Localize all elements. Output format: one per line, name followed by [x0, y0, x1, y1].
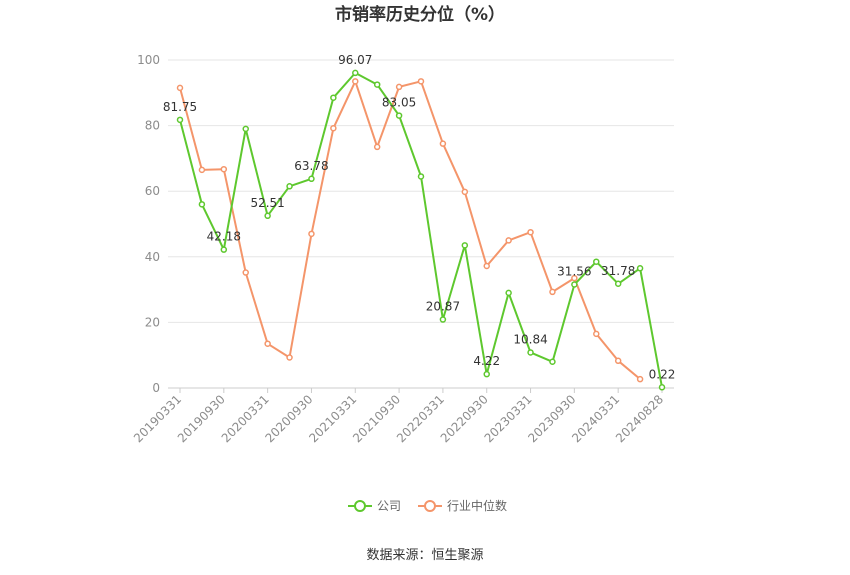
gridlines: [168, 59, 674, 323]
legend-marker: [354, 500, 366, 512]
data-point: [264, 212, 271, 220]
data-point: [352, 69, 359, 77]
data-point: [571, 281, 578, 288]
data-point: [439, 140, 447, 147]
data-point: [658, 384, 666, 391]
data-label: 81.75: [163, 100, 197, 114]
data-point: [242, 125, 249, 133]
series-line-1: [179, 80, 641, 380]
data-point: [417, 173, 425, 180]
data-point: [198, 201, 206, 208]
data-label: 31.78: [601, 264, 635, 278]
data-point: [373, 81, 381, 88]
data-point: [614, 280, 622, 288]
data-point: [505, 237, 512, 244]
legend-item-1[interactable]: 行业中位数: [418, 498, 507, 513]
data-point: [549, 288, 556, 296]
data-point: [176, 84, 184, 92]
data-point: [549, 358, 556, 366]
data-point: [461, 188, 469, 196]
y-tick-label: 20: [145, 315, 160, 329]
data-point: [395, 83, 403, 91]
data-point: [527, 228, 534, 236]
data-point: [176, 116, 184, 124]
data-point: [264, 340, 271, 347]
x-tick-label: 20240828: [613, 392, 666, 445]
data-point: [461, 242, 469, 249]
data-label: 20.87: [426, 300, 460, 314]
chart-title: 市销率历史分位（%）: [335, 4, 505, 25]
data-point: [308, 230, 315, 238]
data-point: [395, 112, 403, 119]
y-tick-label: 40: [145, 250, 160, 264]
data-point: [286, 354, 293, 361]
data-label: 4.22: [473, 354, 500, 368]
data-point: [636, 375, 644, 383]
data-point: [220, 165, 228, 173]
y-tick-label: 80: [145, 119, 160, 133]
data-point: [373, 143, 381, 151]
data-point: [439, 316, 447, 323]
data-point: [198, 166, 206, 174]
series-line-0: [179, 71, 663, 388]
data-labels: 81.75 42.18 52.51 63.78 96.07 83.05 20.87 4.22 1…: [163, 53, 676, 381]
data-point: [242, 269, 249, 276]
data-point: [636, 265, 644, 272]
axes: 0204060801002019033120190930202003312020…: [131, 53, 674, 445]
data-label: 0.22: [649, 367, 676, 381]
y-tick-label: 60: [145, 184, 160, 198]
legend-item-0[interactable]: 公司: [348, 499, 401, 513]
legend[interactable]: 公司 行业中位数: [348, 498, 507, 513]
y-tick-label: 100: [137, 53, 160, 67]
legend-label: 行业中位数: [447, 498, 507, 513]
data-label: 42.18: [207, 230, 241, 244]
data-point: [483, 370, 490, 378]
data-label: 31.56: [557, 264, 591, 278]
series-layer: [176, 69, 666, 391]
data-point: [614, 357, 622, 365]
data-point: [352, 78, 359, 85]
data-point: [220, 246, 228, 253]
data-point: [505, 289, 512, 297]
data-source: 数据来源：恒生聚源: [366, 548, 483, 563]
data-point: [330, 94, 337, 101]
data-point: [571, 274, 578, 282]
data-point: [417, 78, 425, 85]
legend-label: 公司: [377, 499, 401, 513]
data-point: [308, 175, 315, 183]
data-label: 10.84: [513, 332, 547, 346]
data-label: 52.51: [250, 196, 284, 210]
y-tick-label: 0: [152, 381, 160, 395]
data-label: 83.05: [382, 96, 416, 110]
data-point: [593, 258, 600, 265]
data-point: [330, 124, 337, 132]
data-point: [286, 183, 293, 190]
data-label: 63.78: [294, 159, 328, 173]
data-point: [527, 349, 534, 356]
data-point: [483, 262, 490, 270]
data-point: [593, 330, 600, 338]
legend-marker: [424, 500, 436, 512]
data-label: 96.07: [338, 53, 372, 67]
